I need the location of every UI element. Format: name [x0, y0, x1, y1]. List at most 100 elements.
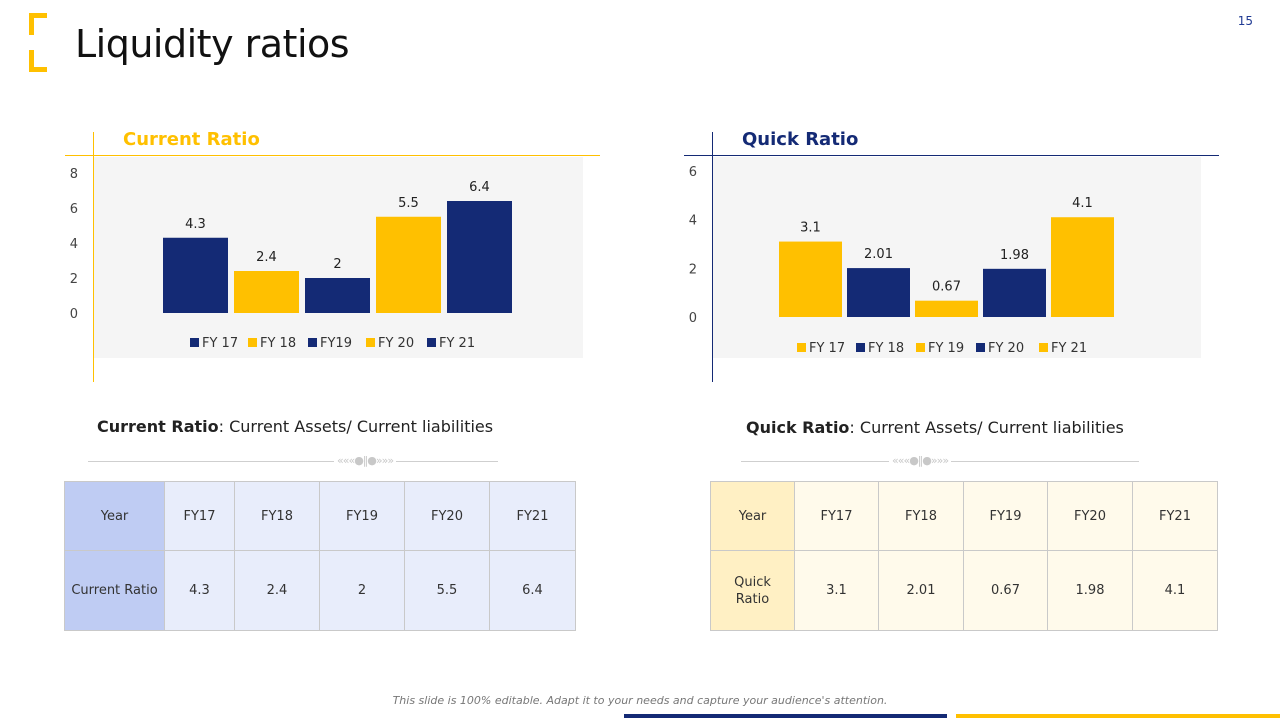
right-divider-ornament-icon: «««●‖●»»» — [889, 455, 952, 467]
quick-ratio-formula: Quick Ratio: Current Assets/ Current lia… — [746, 418, 1124, 437]
bar-value-label: 0.67 — [932, 280, 961, 295]
row-label-line-1: Quick — [734, 574, 771, 590]
bar-value-label: 1.98 — [1000, 248, 1029, 263]
quick-ratio-table: Year FY17 FY18 FY19 FY20 FY21 Quick Ratio… — [710, 481, 1218, 631]
table-value-cell: 2 — [319, 550, 405, 631]
legend-swatch — [248, 338, 257, 347]
current-ratio-chart-title: Current Ratio — [123, 129, 260, 150]
legend-label: FY 18 — [260, 336, 296, 351]
legend-swatch — [366, 338, 375, 347]
table-year-cell: FY20 — [1047, 481, 1133, 551]
table-year-cell: FY19 — [963, 481, 1048, 551]
quick-ratio-bar-chart: 0 2 4 6 3.1 2.01 0.67 1.98 4.1 FY 17 FY 18 FY 19 FY … — [689, 165, 1114, 356]
table-value-cell: 2.4 — [234, 550, 320, 631]
bar-fy19 — [305, 278, 370, 313]
bar-value-label: 2.4 — [256, 250, 277, 265]
table-year-cell: FY17 — [164, 481, 235, 551]
legend-label: FY19 — [320, 336, 352, 351]
legend-label: FY 19 — [928, 341, 964, 356]
table-year-cell: FY21 — [1132, 481, 1218, 551]
table-value-cell: 0.67 — [963, 550, 1048, 631]
bar-value-label: 4.3 — [185, 217, 206, 232]
table-row: Year FY17 FY18 FY19 FY20 FY21 — [64, 481, 576, 551]
bar-fy21 — [447, 201, 512, 313]
y-tick-label: 0 — [689, 311, 697, 326]
legend-swatch — [797, 343, 806, 352]
legend-label: FY 18 — [868, 341, 904, 356]
y-tick-label: 6 — [70, 202, 78, 217]
current-ratio-formula-text: : Current Assets/ Current liabilities — [218, 417, 494, 436]
table-row-label: Quick Ratio — [710, 550, 795, 631]
table-row: Year FY17 FY18 FY19 FY20 FY21 — [710, 481, 1218, 551]
table-year-cell: FY18 — [234, 481, 320, 551]
current-ratio-table: Year FY17 FY18 FY19 FY20 FY21 Current Ra… — [64, 481, 576, 631]
footer-note: This slide is 100% editable. Adapt it to… — [392, 694, 888, 707]
current-ratio-vertical-rule — [93, 132, 94, 382]
bar-fy18 — [234, 271, 299, 313]
page-title: Liquidity ratios — [75, 22, 350, 66]
y-tick-label: 2 — [70, 272, 78, 287]
bar-value-label: 5.5 — [398, 196, 419, 211]
quick-ratio-formula-label: Quick Ratio — [746, 418, 850, 437]
legend-swatch — [308, 338, 317, 347]
current-ratio-title-underline — [65, 155, 600, 156]
bar-fy20 — [983, 268, 1046, 317]
bar-value-label: 3.1 — [800, 221, 821, 236]
left-divider-ornament-icon: «««●‖●»»» — [334, 455, 397, 467]
table-value-cell: 4.1 — [1132, 550, 1218, 631]
footer-yellow-bar — [956, 714, 1280, 718]
left-ornament-divider: «««●‖●»»» — [88, 455, 498, 467]
y-tick-label: 8 — [70, 167, 78, 182]
legend-label: FY 21 — [1051, 341, 1087, 356]
table-value-cell: 5.5 — [404, 550, 490, 631]
y-tick-label: 0 — [70, 307, 78, 322]
corner-bracket-decoration — [29, 13, 47, 72]
y-tick-label: 4 — [689, 214, 697, 229]
bar-value-label: 4.1 — [1072, 196, 1093, 211]
legend-swatch — [856, 343, 865, 352]
legend-label: FY 20 — [988, 341, 1024, 356]
legend-swatch — [1039, 343, 1048, 352]
row-label-line-2: Ratio — [735, 591, 770, 607]
current-ratio-formula: Current Ratio: Current Assets/ Current l… — [97, 417, 493, 436]
bar-fy17 — [163, 237, 228, 313]
footer-navy-bar — [624, 714, 947, 718]
table-value-cell: 1.98 — [1047, 550, 1133, 631]
table-year-cell: FY17 — [794, 481, 879, 551]
bar-value-label: 2.01 — [864, 247, 893, 262]
quick-ratio-formula-text: : Current Assets/ Current liabilities — [849, 418, 1124, 437]
bar-fy21 — [1051, 217, 1114, 317]
table-row: Quick Ratio 3.1 2.01 0.67 1.98 4.1 — [710, 550, 1218, 631]
table-value-cell: 3.1 — [794, 550, 879, 631]
table-value-cell: 4.3 — [164, 550, 235, 631]
y-tick-label: 6 — [689, 165, 697, 180]
bar-fy18 — [847, 268, 910, 317]
quick-ratio-vertical-rule — [712, 132, 713, 382]
table-year-cell: FY18 — [878, 481, 964, 551]
current-ratio-formula-label: Current Ratio — [97, 417, 219, 436]
bar-value-label: 6.4 — [469, 180, 490, 195]
bar-fy19 — [915, 300, 978, 317]
y-tick-label: 2 — [689, 262, 697, 277]
table-row: Current Ratio 4.3 2.4 2 5.5 6.4 — [64, 550, 576, 631]
quick-ratio-chart-title: Quick Ratio — [742, 129, 859, 150]
table-header-cell: Year — [710, 481, 795, 551]
bar-fy17 — [779, 241, 842, 317]
table-row-label: Current Ratio — [64, 550, 165, 631]
legend-label: FY 17 — [202, 336, 238, 351]
table-year-cell: FY21 — [489, 481, 576, 551]
right-ornament-divider: «««●‖●»»» — [741, 455, 1139, 467]
table-year-cell: FY19 — [319, 481, 405, 551]
bar-fy20 — [376, 216, 441, 313]
legend-label: FY 20 — [378, 336, 414, 351]
legend-label: FY 17 — [809, 341, 845, 356]
page-number: 15 — [1237, 14, 1253, 28]
table-header-cell: Year — [64, 481, 165, 551]
bar-value-label: 2 — [333, 257, 341, 272]
table-value-cell: 6.4 — [489, 550, 576, 631]
current-ratio-bar-chart: 0 2 4 6 8 4.3 2.4 2 5.5 6.4 FY 17 FY 18 FY19 FY 20 FY … — [70, 167, 512, 351]
table-year-cell: FY20 — [404, 481, 490, 551]
legend-swatch — [916, 343, 925, 352]
y-tick-label: 4 — [70, 237, 78, 252]
quick-ratio-title-underline — [684, 155, 1219, 156]
